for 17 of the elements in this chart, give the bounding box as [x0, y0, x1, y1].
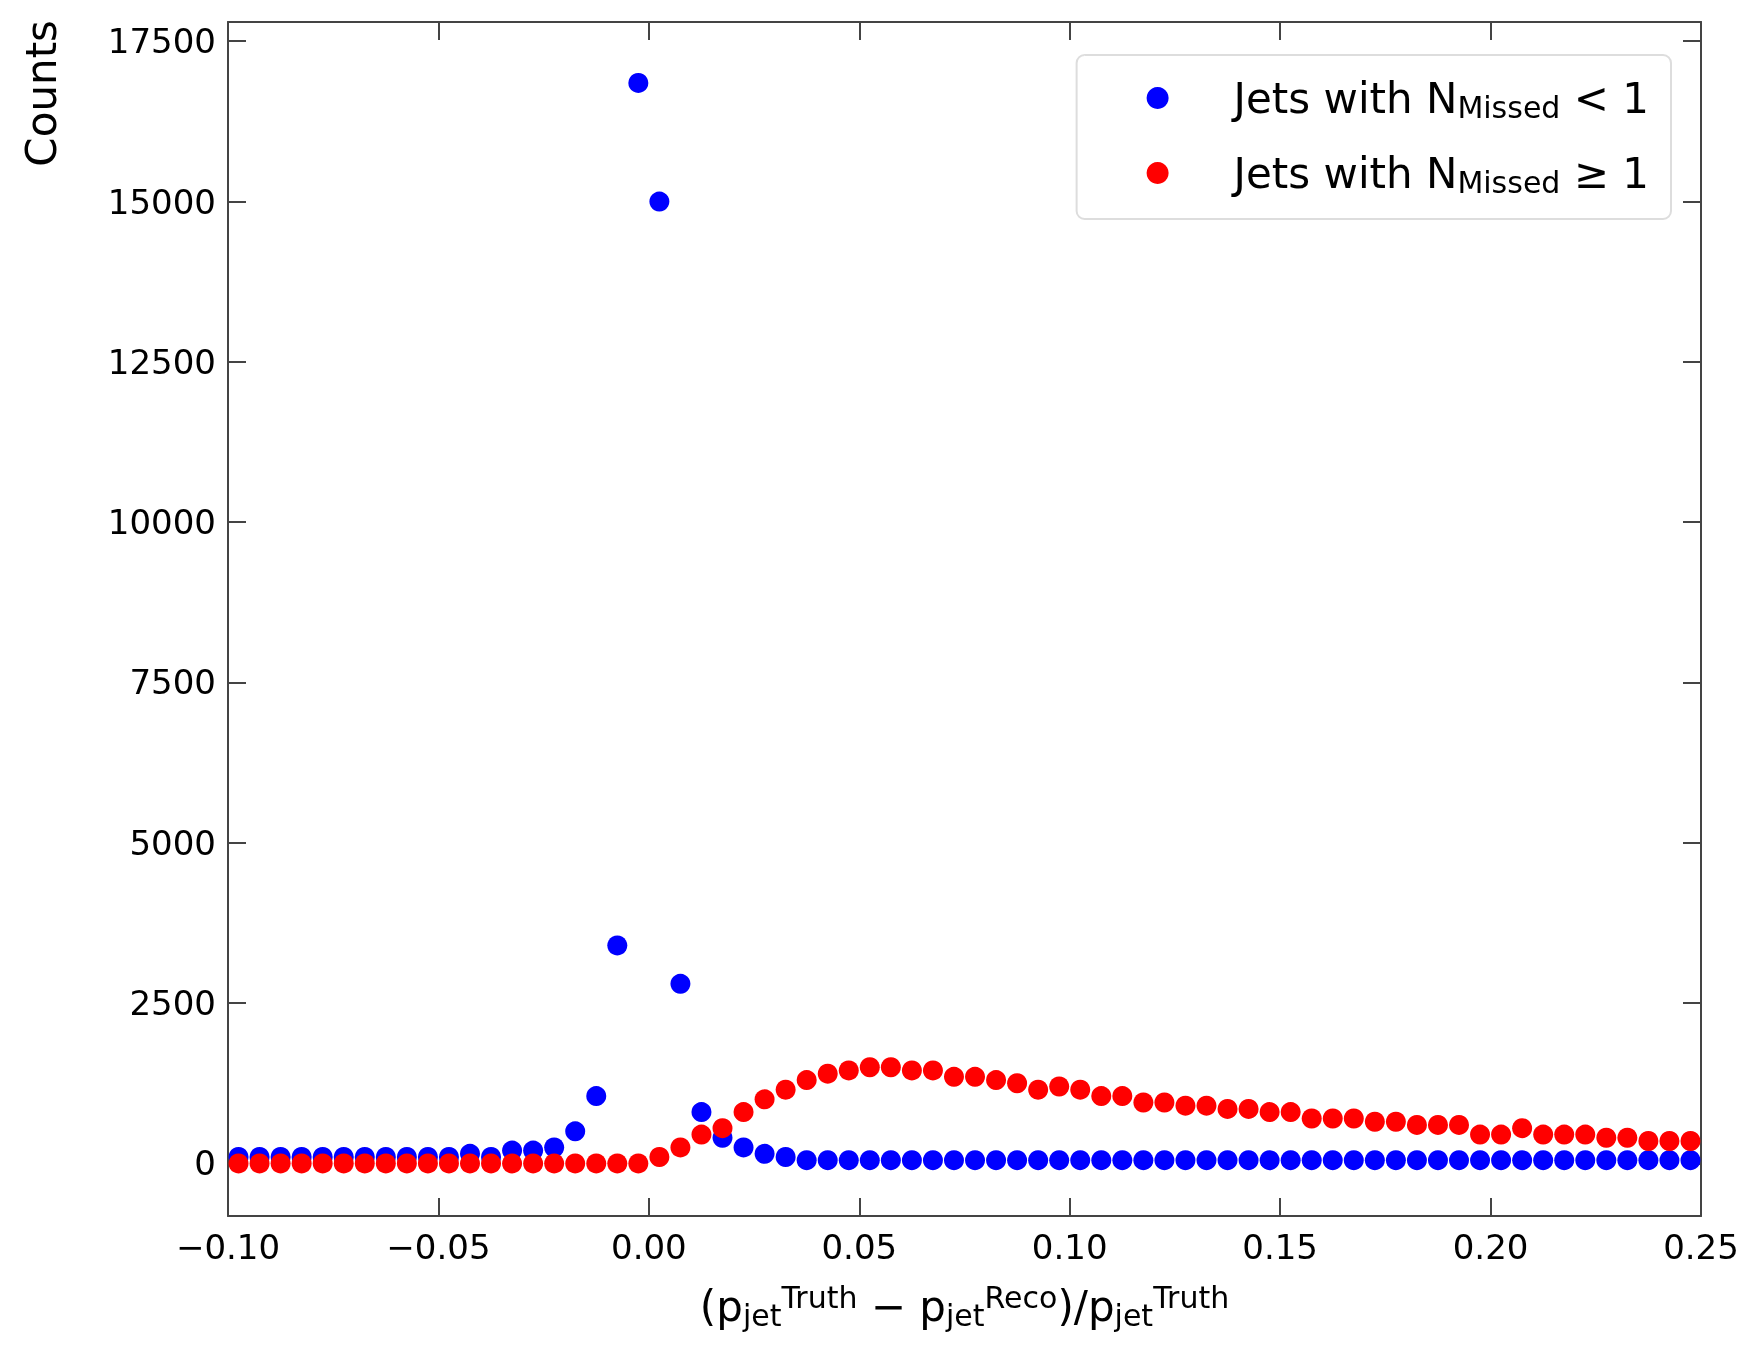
y-tick-label: 0: [194, 1143, 216, 1184]
x-tick-label: 0.00: [611, 1227, 687, 1267]
x-tick-label: 0.20: [1452, 1227, 1529, 1267]
y-tick-label: 7500: [129, 662, 216, 703]
y-tick-label: 2500: [129, 983, 216, 1024]
y-tick-label: 15000: [107, 181, 216, 222]
x-tick-label: 0.15: [1242, 1227, 1318, 1267]
x-tick-label: 0.10: [1031, 1227, 1108, 1267]
x-tick-label: 0.25: [1663, 1227, 1739, 1267]
x-tick-label: −0.10: [175, 1227, 281, 1267]
y-axis-title: Counts: [16, 20, 66, 167]
y-tick-label: 12500: [107, 341, 216, 382]
x-tick-label: −0.05: [386, 1227, 491, 1267]
y-tick-label: 17500: [107, 21, 216, 62]
x-tick-label: 0.05: [821, 1227, 898, 1267]
y-tick-label: 5000: [129, 822, 216, 863]
y-tick-label: 10000: [107, 502, 216, 543]
